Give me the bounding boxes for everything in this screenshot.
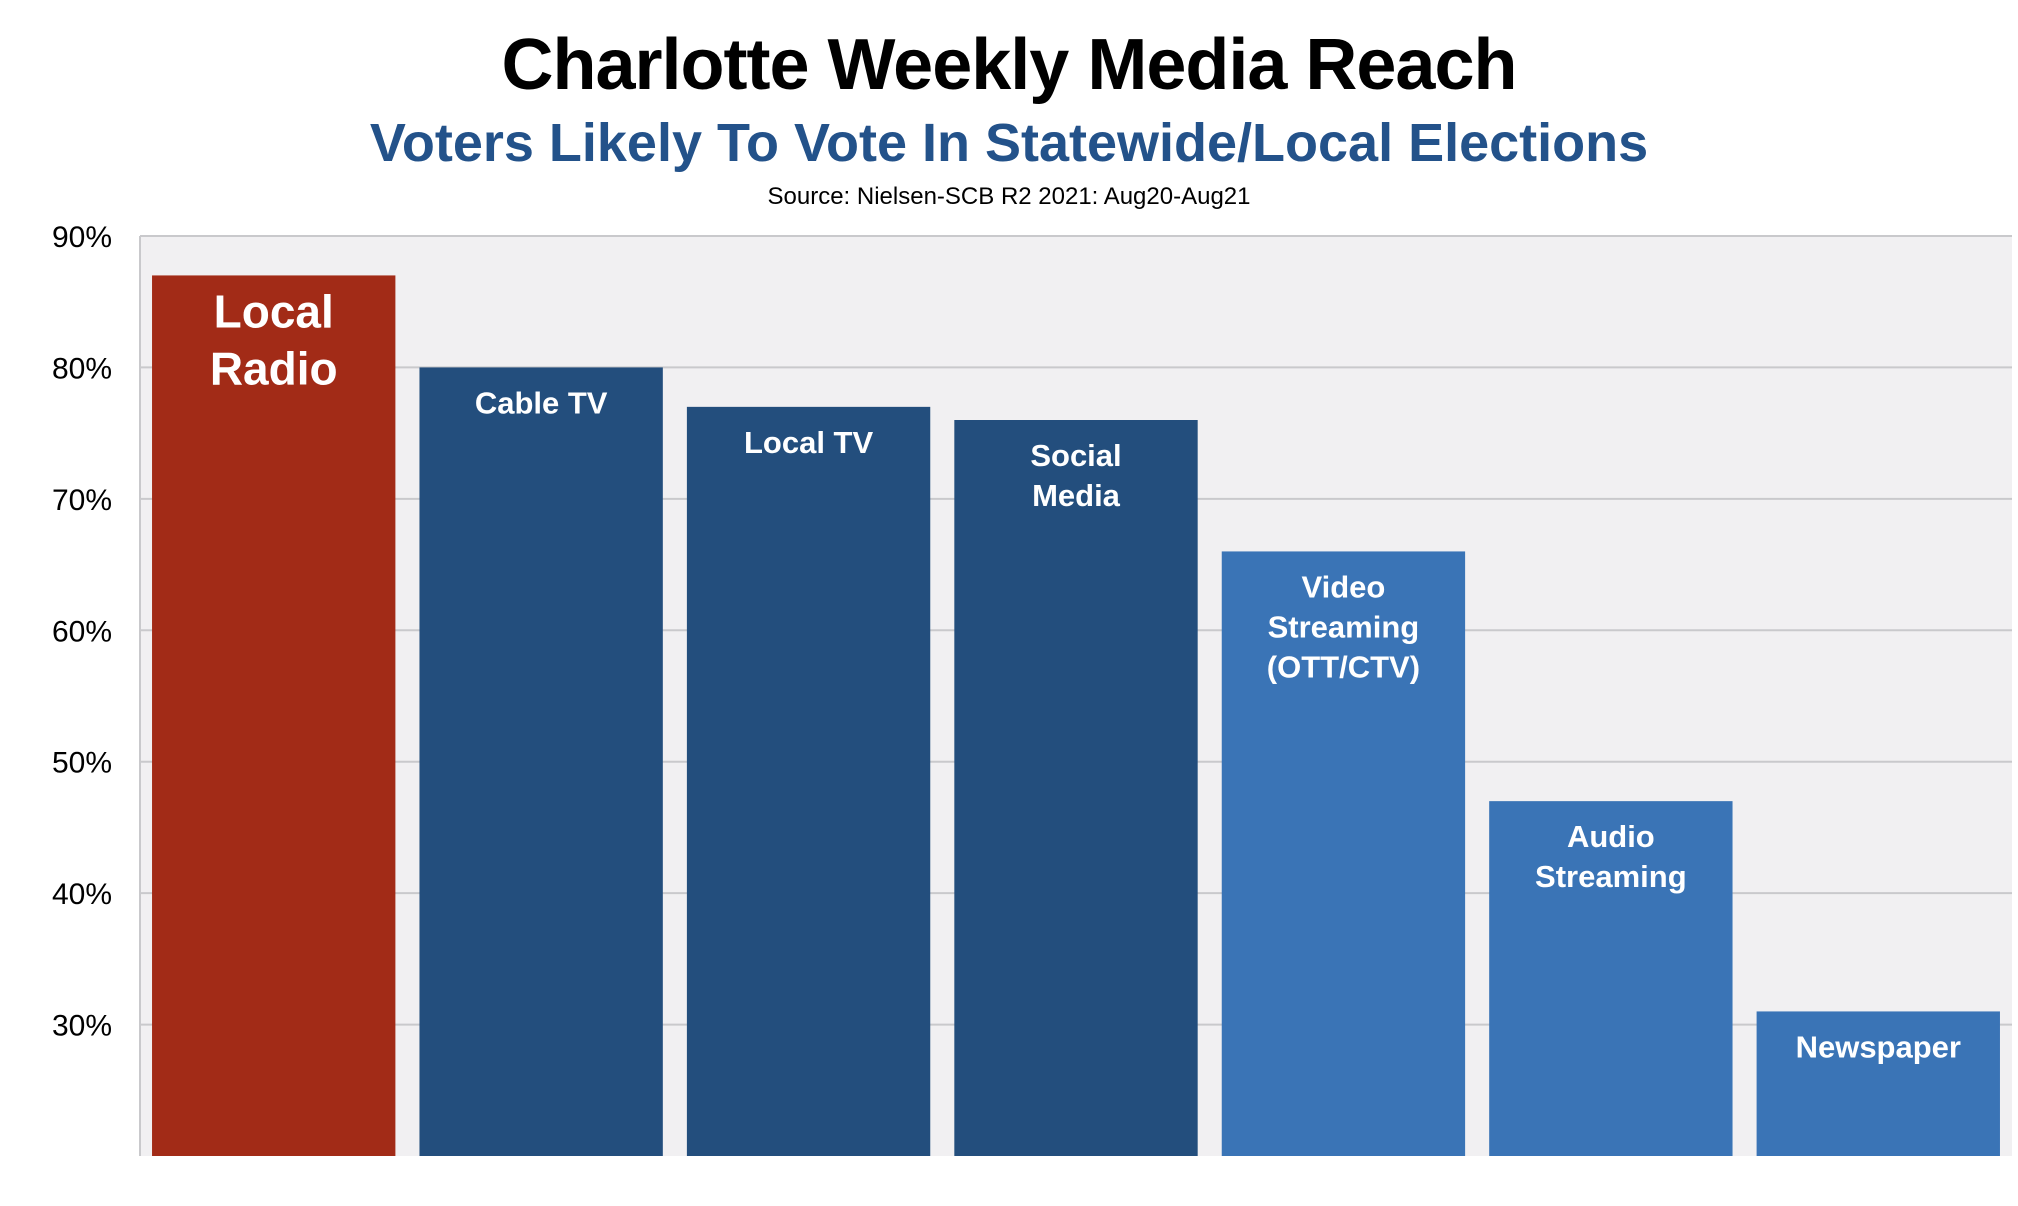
bar: [686, 406, 931, 1156]
y-tick-label: 80%: [52, 352, 112, 385]
y-tick-label: 50%: [52, 747, 112, 780]
bar-label: Newspaper: [1796, 1029, 1961, 1064]
bar-label: Cable TV: [475, 385, 608, 420]
chart-source: Source: Nielsen-SCB R2 2021: Aug20-Aug21: [767, 183, 1251, 210]
chart-title: Charlotte Weekly Media Reach: [501, 25, 1517, 105]
bar-label: Local Radio: [210, 285, 338, 394]
chart-subtitle: Voters Likely To Vote In Statewide/Local…: [369, 113, 1649, 173]
bar: [419, 367, 663, 1156]
bar-label: Audio Streaming: [1535, 819, 1687, 894]
y-tick-label: 90%: [52, 221, 112, 254]
bar-label: Local TV: [744, 425, 874, 460]
bar-label: Video Streaming (OTT/CTV): [1267, 569, 1420, 684]
bar: [1221, 551, 1466, 1156]
bar: [152, 275, 396, 1156]
bar: [1756, 1011, 2000, 1156]
bar: [1489, 801, 1733, 1156]
y-tick-label: 40%: [52, 878, 112, 911]
y-tick-label: 70%: [52, 484, 112, 517]
bar-label: Social Media: [1030, 438, 1121, 513]
y-tick-label: 60%: [52, 615, 112, 648]
bar: [954, 420, 1198, 1156]
y-tick-label: 30%: [52, 1010, 112, 1043]
